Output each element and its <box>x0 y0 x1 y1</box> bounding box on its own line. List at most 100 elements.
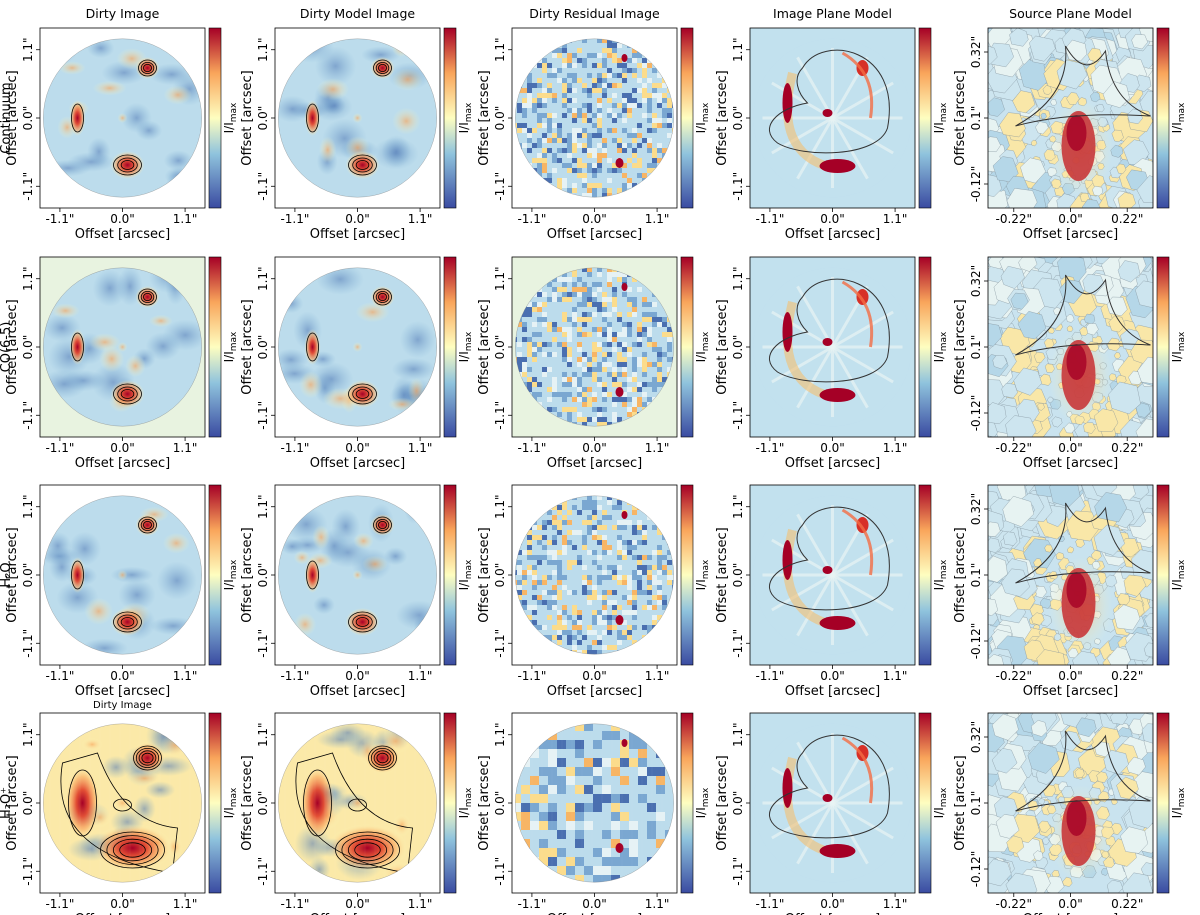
noise-pixel <box>557 68 562 73</box>
emission-blob <box>822 794 833 802</box>
noise-pixel <box>602 342 607 347</box>
emission-blob <box>81 737 103 751</box>
noise-pixel <box>627 68 632 73</box>
noise-pixel <box>557 412 562 417</box>
noise-pixel <box>602 297 607 302</box>
source-pixel <box>1005 415 1037 437</box>
noise-pixel <box>587 168 592 173</box>
noise-pixel <box>587 287 592 292</box>
noise-pixel <box>617 520 622 525</box>
noise-pixel <box>662 352 667 357</box>
x-tick-label: 0.22" <box>1111 441 1143 455</box>
noise-pixel <box>557 740 566 749</box>
noise-pixel <box>667 550 672 555</box>
noise-pixel <box>592 510 597 515</box>
colorbar-r0c2 <box>680 27 694 209</box>
y-axis-label: Offset [arcsec] <box>477 527 492 622</box>
noise-pixel <box>522 143 527 148</box>
y-tick-label: 0.0" <box>256 791 270 816</box>
noise-pixel <box>602 357 607 362</box>
source-pixel <box>988 537 1001 553</box>
noise-pixel <box>562 88 567 93</box>
noise-pixel <box>557 776 566 785</box>
noise-pixel <box>592 282 597 287</box>
noise-pixel <box>582 402 587 407</box>
noise-pixel <box>612 113 617 118</box>
noise-pixel <box>527 367 532 372</box>
noise-pixel <box>532 158 537 163</box>
noise-pixel <box>647 590 652 595</box>
noise-pixel <box>607 168 612 173</box>
noise-pixel <box>632 307 637 312</box>
noise-pixel <box>652 362 657 367</box>
contour-line <box>375 519 390 532</box>
source-pixel <box>1038 820 1051 833</box>
caustic-curve <box>1015 45 1151 127</box>
emission-blob <box>64 765 101 841</box>
colorbar-r3c4 <box>1156 712 1170 894</box>
noise-pixel <box>557 785 566 794</box>
noise-pixel <box>537 153 542 158</box>
y-tick-label: -1.1" <box>256 401 270 430</box>
noise-pixel <box>587 302 592 307</box>
noise-pixel <box>647 98 652 103</box>
noise-pixel <box>597 88 602 93</box>
noise-pixel <box>662 98 667 103</box>
noise-pixel <box>607 98 612 103</box>
noise-pixel <box>612 347 617 352</box>
noise-pixel <box>527 555 532 560</box>
colorbar-label: I/Imax <box>457 102 474 133</box>
ray-artifact <box>831 574 869 637</box>
noise-pixel <box>577 108 582 113</box>
y-axis-label: Offset [arcsec] <box>5 299 20 394</box>
x-tick-label: 1.1" <box>645 669 670 683</box>
noise-pixel <box>632 397 637 402</box>
noise-pixel <box>592 347 597 352</box>
noise-pixel <box>557 620 562 625</box>
panel-title: Dirty Image <box>93 700 152 711</box>
y-tick-label: 0.0" <box>731 335 745 360</box>
noise-pixel <box>539 794 548 803</box>
noise-pixel <box>515 794 521 803</box>
noise-pixel <box>582 500 587 505</box>
noise-pixel <box>592 407 597 412</box>
noise-pixel <box>552 297 557 302</box>
noise-pixel <box>622 332 627 337</box>
y-axis-label: Offset [arcsec] <box>953 70 968 165</box>
noise-pixel <box>597 272 602 277</box>
noise-pixel <box>612 615 617 620</box>
colorbar-label: I/Imax <box>694 331 711 362</box>
noise-pixel <box>548 812 557 821</box>
colorbar-label: I/Imax <box>222 331 239 362</box>
noise-pixel <box>597 525 602 530</box>
noise-pixel <box>652 575 657 580</box>
noise-pixel <box>620 794 629 803</box>
noise-pixel <box>652 565 657 570</box>
noise-pixel <box>582 88 587 93</box>
noise-pixel <box>632 48 637 53</box>
emission-blob <box>352 113 363 123</box>
source-pixel <box>988 402 1007 425</box>
noise-pixel <box>562 500 567 505</box>
noise-pixel <box>587 148 592 153</box>
noise-pixel <box>597 163 602 168</box>
noise-pixel <box>522 550 527 555</box>
noise-pixel <box>562 83 567 88</box>
noise-pixel <box>657 123 662 128</box>
primary-beam-edge <box>515 495 674 655</box>
y-tick-label: 1.1" <box>21 722 35 747</box>
noise-pixel <box>627 550 632 555</box>
source-pixel <box>1113 604 1141 631</box>
noise-pixel <box>617 635 622 640</box>
emission-blob <box>145 781 176 799</box>
noise-pixel <box>637 322 642 327</box>
noise-pixel <box>637 362 642 367</box>
y-axis-label: Offset [arcsec] <box>5 70 20 165</box>
noise-pixel <box>638 767 647 776</box>
source-pixel <box>1031 612 1045 626</box>
emission-blob <box>822 566 833 574</box>
noise-pixel <box>592 123 597 128</box>
noise-pixel <box>607 48 612 53</box>
noise-pixel <box>587 188 592 193</box>
y-axis-label: Offset [arcsec] <box>477 755 492 850</box>
